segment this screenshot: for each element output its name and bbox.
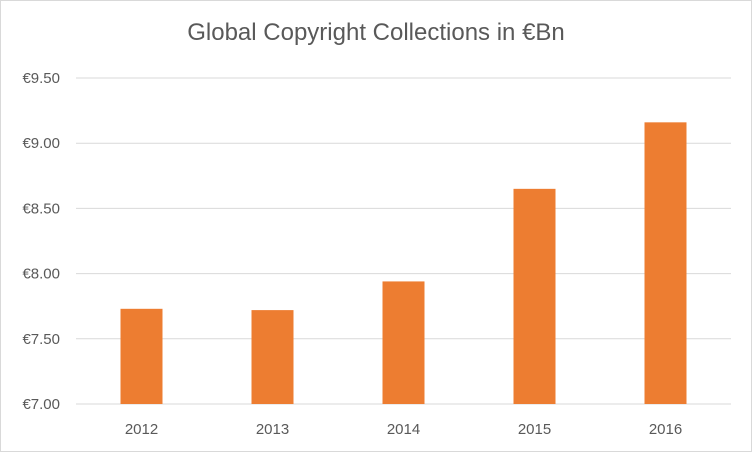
y-axis-tick-labels: €7.00 €7.50 €8.00 €8.50 €9.00 €9.50 <box>22 70 60 413</box>
y-tick-label: €9.00 <box>22 135 60 152</box>
y-tick-label: €8.50 <box>22 200 60 217</box>
y-tick-label: €8.00 <box>22 266 60 283</box>
bar-2012 <box>120 308 163 404</box>
bar-2013 <box>251 310 294 404</box>
bar-2014 <box>382 281 425 404</box>
chart-title: Global Copyright Collections in €Bn <box>187 19 565 46</box>
x-tick-label: 2015 <box>518 421 551 438</box>
y-tick-label: €7.00 <box>22 396 60 413</box>
bar-2015 <box>513 188 556 404</box>
x-tick-label: 2012 <box>125 421 158 438</box>
y-tick-label: €7.50 <box>22 331 60 348</box>
bar-2016 <box>644 122 687 404</box>
y-tick-label: €9.50 <box>22 70 60 87</box>
bars <box>120 122 687 404</box>
x-tick-label: 2013 <box>256 421 289 438</box>
x-axis-tick-labels: 2012 2013 2014 2015 2016 <box>125 421 682 438</box>
x-tick-label: 2016 <box>649 421 682 438</box>
x-tick-label: 2014 <box>387 421 420 438</box>
